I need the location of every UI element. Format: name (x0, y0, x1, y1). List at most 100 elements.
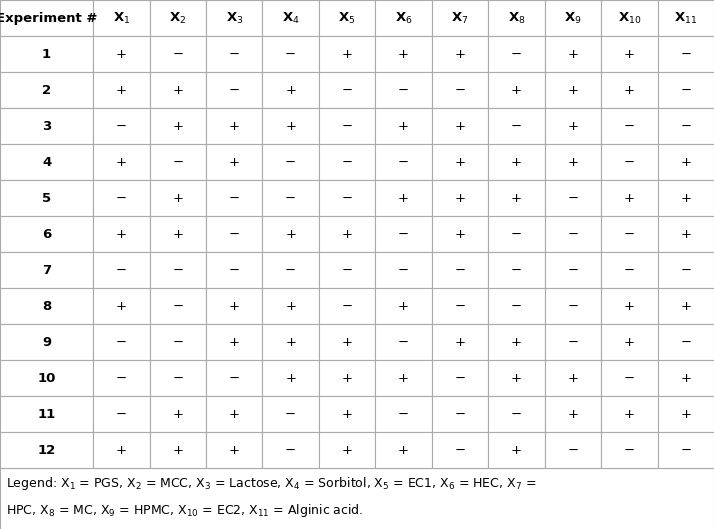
Text: −: − (398, 263, 409, 277)
Bar (263, 180, 319, 216)
Bar (601, 252, 658, 288)
Bar (93, 0, 149, 36)
Text: +: + (455, 335, 466, 349)
Text: −: − (398, 84, 409, 96)
Bar (263, 324, 319, 360)
Text: +: + (511, 156, 522, 169)
Text: +: + (116, 156, 127, 169)
Bar (149, 72, 206, 108)
Bar (0, 0, 93, 36)
Bar (206, 324, 263, 360)
Bar (93, 432, 149, 468)
Text: −: − (568, 227, 578, 241)
Bar (545, 432, 601, 468)
Text: +: + (511, 335, 522, 349)
Text: +: + (172, 227, 183, 241)
Bar (0, 36, 93, 72)
Text: +: + (624, 84, 635, 96)
Text: −: − (511, 408, 522, 421)
Text: −: − (624, 120, 635, 133)
Bar (376, 288, 432, 324)
Bar (658, 36, 714, 72)
Text: −: − (341, 263, 353, 277)
Bar (149, 108, 206, 144)
Text: −: − (172, 263, 183, 277)
Bar (149, 0, 206, 36)
Bar (376, 0, 432, 36)
Text: +: + (172, 120, 183, 133)
Text: X$_{4}$: X$_{4}$ (282, 11, 299, 25)
Text: −: − (511, 120, 522, 133)
Bar (206, 396, 263, 432)
Bar (93, 324, 149, 360)
Text: 10: 10 (37, 372, 56, 385)
Bar (149, 432, 206, 468)
Bar (432, 72, 488, 108)
Text: −: − (624, 372, 635, 385)
Text: +: + (398, 299, 409, 313)
Bar (376, 324, 432, 360)
Bar (0, 72, 93, 108)
Bar (488, 432, 545, 468)
Bar (432, 252, 488, 288)
Text: X$_{9}$: X$_{9}$ (564, 11, 582, 25)
Bar (376, 360, 432, 396)
Bar (545, 252, 601, 288)
Bar (658, 324, 714, 360)
Text: −: − (116, 120, 127, 133)
Text: +: + (398, 48, 409, 60)
Text: +: + (568, 48, 578, 60)
Bar (0, 216, 93, 252)
Text: −: − (172, 48, 183, 60)
Bar (545, 36, 601, 72)
Text: +: + (680, 372, 691, 385)
Bar (432, 0, 488, 36)
Text: +: + (341, 48, 353, 60)
Text: −: − (680, 335, 691, 349)
Bar (263, 108, 319, 144)
Bar (658, 0, 714, 36)
Bar (0, 396, 93, 432)
Bar (432, 360, 488, 396)
Bar (376, 396, 432, 432)
Bar (432, 324, 488, 360)
Bar (263, 72, 319, 108)
Text: +: + (285, 84, 296, 96)
Bar (488, 72, 545, 108)
Bar (488, 252, 545, 288)
Text: −: − (454, 299, 466, 313)
Bar (0, 432, 93, 468)
Text: X$_{8}$: X$_{8}$ (508, 11, 526, 25)
Bar (376, 144, 432, 180)
Bar (545, 144, 601, 180)
Text: −: − (116, 191, 127, 205)
Text: 7: 7 (42, 263, 51, 277)
Bar (149, 36, 206, 72)
Bar (601, 324, 658, 360)
Text: +: + (568, 408, 578, 421)
Text: X$_{2}$: X$_{2}$ (169, 11, 186, 25)
Text: +: + (455, 227, 466, 241)
Bar (149, 180, 206, 216)
Text: +: + (285, 372, 296, 385)
Text: +: + (511, 444, 522, 457)
Bar (488, 360, 545, 396)
Text: 1: 1 (42, 48, 51, 60)
Text: −: − (285, 48, 296, 60)
Text: 11: 11 (37, 408, 56, 421)
Bar (432, 216, 488, 252)
Text: −: − (341, 299, 353, 313)
Text: −: − (172, 299, 183, 313)
Text: +: + (116, 444, 127, 457)
Text: 4: 4 (42, 156, 51, 169)
Bar (206, 252, 263, 288)
Text: −: − (680, 120, 691, 133)
Text: −: − (511, 48, 522, 60)
Text: X$_{6}$: X$_{6}$ (395, 11, 413, 25)
Bar (488, 288, 545, 324)
Bar (319, 144, 376, 180)
Bar (319, 252, 376, 288)
Text: −: − (568, 335, 578, 349)
Text: +: + (285, 299, 296, 313)
Bar (545, 108, 601, 144)
